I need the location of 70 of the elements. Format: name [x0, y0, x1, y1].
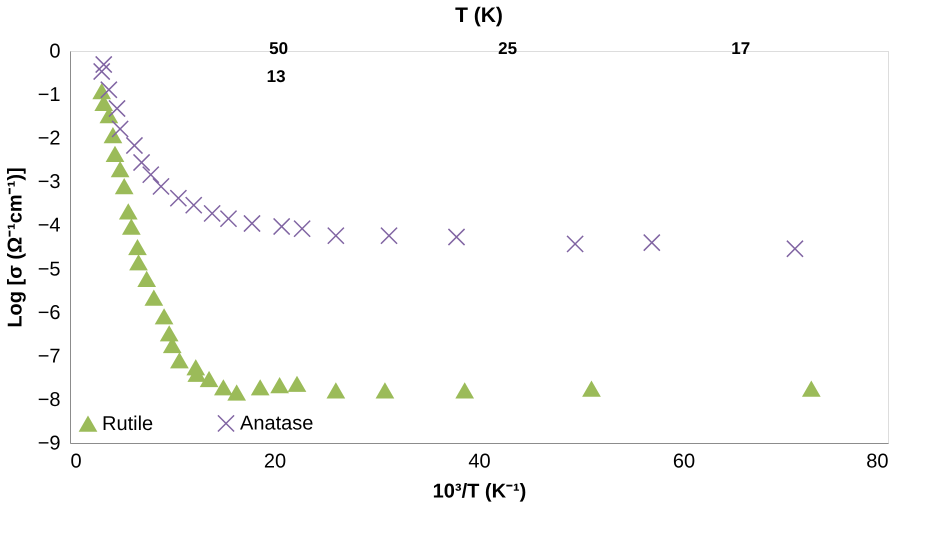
point [802, 381, 820, 397]
point [111, 120, 129, 138]
annotation: 25 [498, 39, 518, 58]
point [108, 100, 126, 118]
point [200, 372, 218, 388]
annotation: 13 [266, 67, 286, 86]
point [106, 146, 124, 162]
y-tick-label: −2 [38, 128, 60, 150]
y-tick-label: 0 [49, 40, 60, 62]
y-axis-title: Log [σ (Ω⁻¹cm⁻¹)] [4, 167, 27, 328]
x-tick-label: 40 [468, 450, 491, 472]
point [251, 380, 269, 396]
y-tick-label: −3 [38, 171, 60, 194]
point [94, 56, 113, 74]
point [145, 290, 163, 306]
point [327, 383, 345, 398]
point [566, 235, 584, 253]
point [122, 219, 140, 235]
y-tick-label: −7 [38, 345, 60, 368]
annotation: 50 [269, 39, 288, 58]
point [327, 226, 345, 244]
point [130, 254, 148, 270]
point [456, 383, 474, 398]
point [132, 154, 150, 172]
y-tick-label: −8 [38, 388, 60, 411]
legend-label: Anatase [240, 412, 314, 434]
y-tick-label: −5 [38, 258, 60, 280]
point [152, 178, 170, 196]
point [293, 220, 311, 238]
y-tick-label: −1 [38, 84, 60, 106]
point [100, 80, 118, 99]
point [115, 178, 134, 194]
point [582, 381, 600, 397]
y-tick-label: −9 [38, 432, 60, 454]
point [142, 166, 160, 184]
point [243, 214, 261, 232]
point [272, 218, 290, 236]
point [270, 378, 288, 394]
point [170, 189, 188, 208]
point [786, 240, 804, 258]
point [642, 234, 661, 252]
point [214, 380, 232, 396]
point [220, 210, 238, 228]
x-tick-label: 20 [264, 450, 286, 472]
point [104, 128, 122, 144]
point [128, 240, 146, 256]
point [170, 352, 188, 368]
point [288, 376, 306, 392]
point [448, 228, 466, 246]
point [203, 204, 221, 222]
x-tick-label: 80 [866, 450, 888, 472]
point [126, 136, 144, 154]
point [119, 204, 138, 220]
x-tick-label: 0 [70, 450, 82, 472]
legend-label: Rutile [102, 413, 154, 435]
x-axis-title: 10³/T (K⁻¹) [432, 480, 526, 502]
y-tick-label: −4 [38, 214, 60, 237]
point [376, 383, 394, 398]
point [111, 162, 129, 178]
y-tick-label: −6 [38, 302, 60, 324]
point [228, 385, 246, 401]
chart-title: T (K) [455, 4, 503, 27]
point [160, 326, 178, 342]
point [380, 226, 398, 244]
annotation: 17 [731, 39, 750, 58]
point [138, 272, 156, 287]
point [92, 62, 111, 80]
x-tick-label: 60 [672, 450, 696, 472]
point [155, 308, 173, 324]
point [184, 196, 203, 214]
